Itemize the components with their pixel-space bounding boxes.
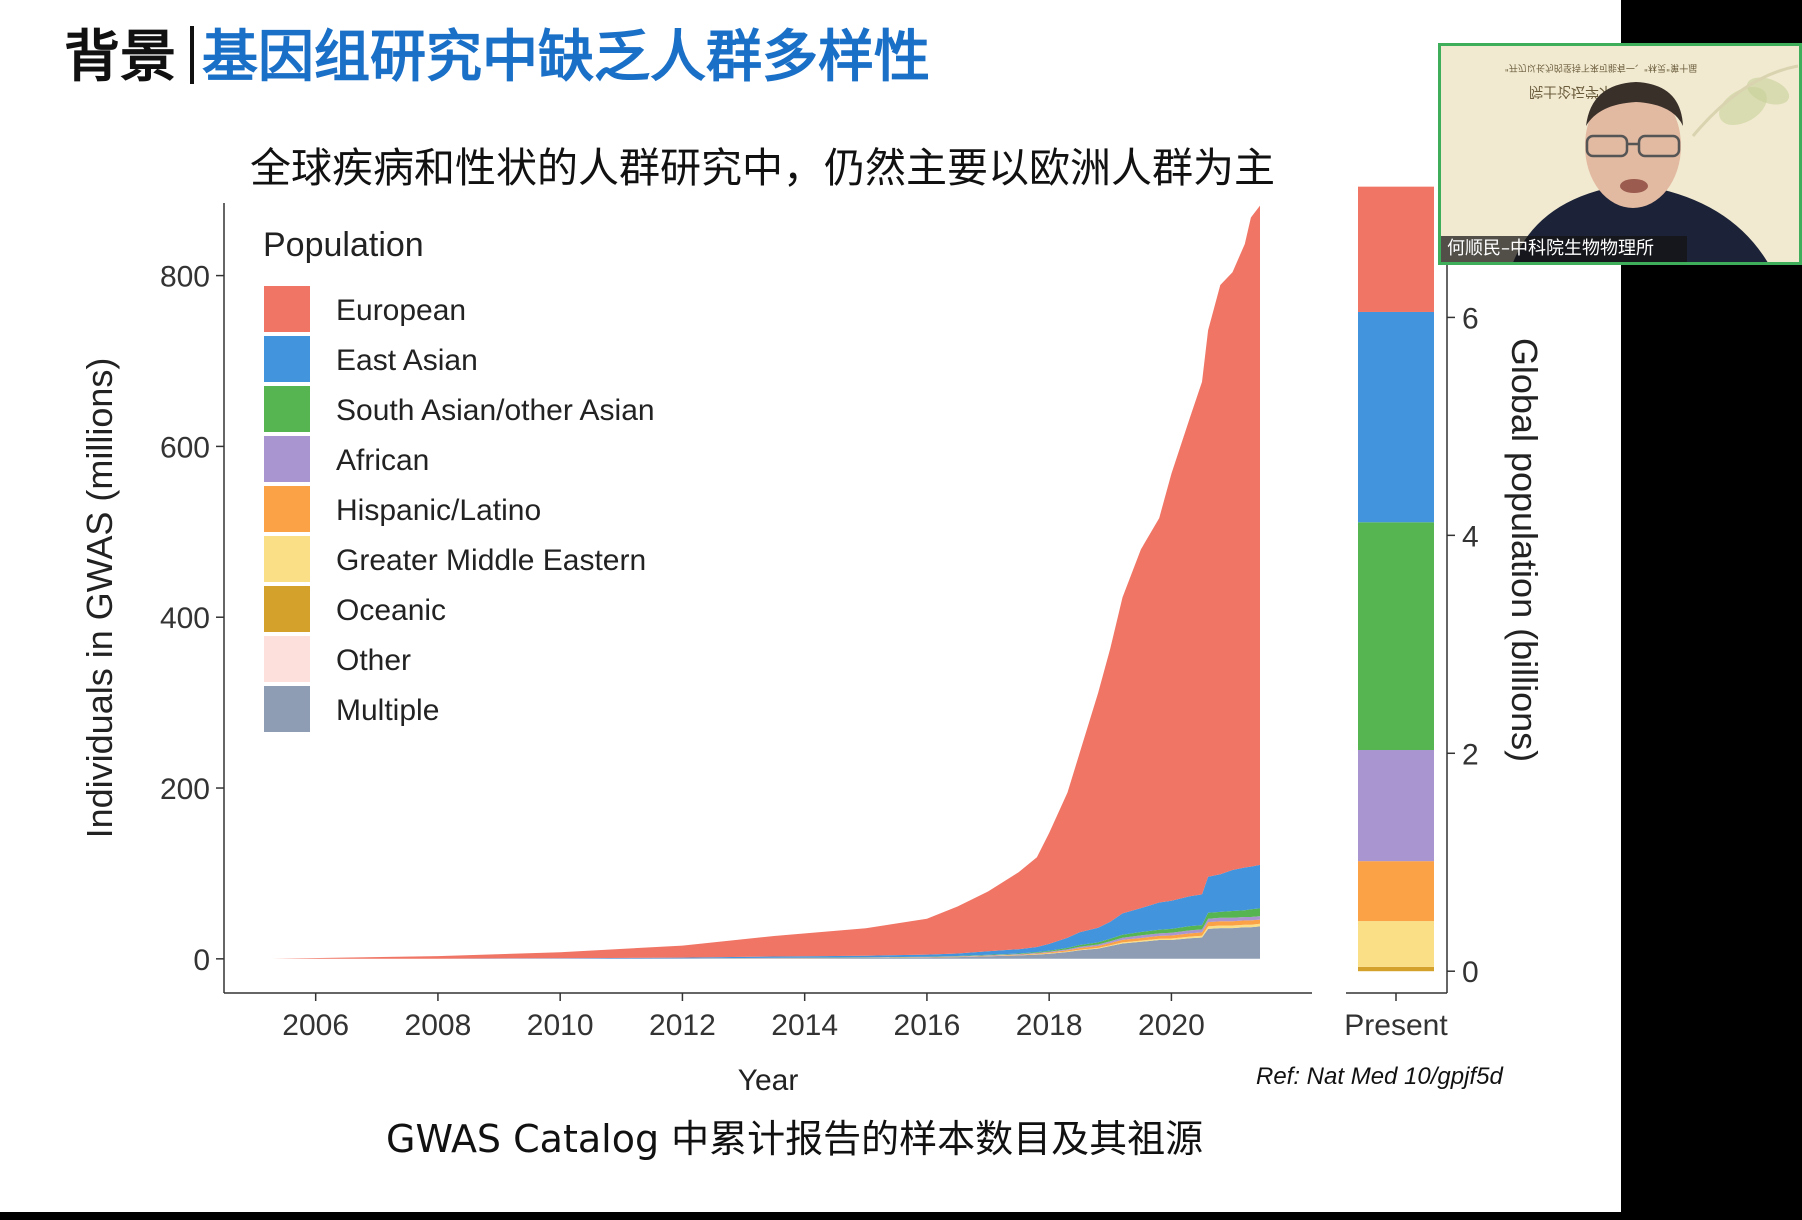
legend-label-african: African	[336, 444, 429, 477]
legend-label-multiple: Multiple	[336, 694, 439, 727]
main-x-tick-label: 2012	[649, 1009, 716, 1042]
legend-swatch-african	[264, 436, 310, 482]
main-x-tick-label: 2008	[405, 1009, 472, 1042]
main-x-axis-label: Year	[738, 1064, 799, 1097]
present-x-tick-label: Present	[1344, 1009, 1448, 1042]
main-y-tick-label: 0	[193, 944, 210, 977]
main-stacked-areas	[272, 205, 1260, 959]
present-y-tick-label: 4	[1462, 520, 1479, 553]
bar-segment-european	[1358, 186, 1434, 312]
slide-subtitle: 全球疾病和性状的人群研究中，仍然主要以欧洲人群为主	[250, 144, 1275, 192]
main-x-tick-label: 2014	[771, 1009, 838, 1042]
legend-title: Population	[263, 226, 424, 264]
present-y-tick-label: 6	[1462, 302, 1479, 335]
main-y-tick-label: 800	[160, 261, 210, 294]
reference: Ref: Nat Med 10/gpjf5d	[1256, 1063, 1503, 1090]
legend-label-oceanic: Oceanic	[336, 594, 446, 627]
bar-segment-african	[1358, 750, 1434, 862]
present-y-tick-label: 2	[1462, 738, 1479, 771]
bar-segment-oceanic	[1358, 966, 1434, 972]
legend-swatch-multiple	[264, 686, 310, 732]
main-y-tick-label: 200	[160, 773, 210, 806]
title-prefix: 背景	[64, 25, 176, 90]
slide: 背景 基因组研究中缺乏人群多样性 全球疾病和性状的人群研究中，仍然主要以欧洲人群为…	[0, 0, 1621, 1212]
legend-swatch-oceanic	[264, 586, 310, 632]
legend-label-south-asian-other-asian: South Asian/other Asian	[336, 394, 655, 427]
slide-title: 背景 基因组研究中缺乏人群多样性	[64, 18, 930, 98]
speaker-nameplate: 何顺民–中科院生物物理所	[1441, 236, 1687, 262]
legend-label-european: European	[336, 294, 466, 327]
backdrop-leaf-logo	[1691, 64, 1799, 137]
title-main: 基因组研究中缺乏人群多样性	[202, 25, 930, 90]
main-x-tick-label: 2010	[527, 1009, 594, 1042]
legend-swatch-east-asian	[264, 336, 310, 382]
legend-label-other: Other	[336, 644, 411, 677]
legend-label-hispanic-latino: Hispanic/Latino	[336, 494, 541, 527]
main-x-tick-label: 2006	[282, 1009, 349, 1042]
present-y-axis-label: Global population (billions)	[1504, 338, 1545, 762]
speaker-video: "开刃以长为的坚持下来可能有一、"林灵"第十届 院士论坛学术 何顺民–中科院生物…	[1438, 43, 1802, 265]
legend: Population European East Asian South Asian…	[263, 226, 655, 732]
bar-segment-hispanic-latino	[1358, 861, 1434, 922]
bar-segment-east-asian	[1358, 311, 1434, 523]
legend-label-greater-middle-eastern: Greater Middle Eastern	[336, 544, 646, 577]
present-y-tick-label: 0	[1462, 956, 1479, 989]
main-y-tick-label: 400	[160, 602, 210, 635]
speaker-figure	[1513, 82, 1768, 262]
area-european	[272, 205, 1260, 959]
area-multiple	[272, 926, 1260, 959]
legend-label-east-asian: East Asian	[336, 344, 478, 377]
legend-swatch-european	[264, 286, 310, 332]
legend-swatch-hispanic-latino	[264, 486, 310, 532]
main-y-tick-label: 600	[160, 431, 210, 464]
legend-swatch-south-asian-other-asian	[264, 386, 310, 432]
present-chart-axes: 0 2 4 6 Present	[1344, 203, 1479, 1042]
chart-caption: GWAS Catalog 中累计报告的样本数目及其祖源	[386, 1117, 1204, 1161]
title-divider	[190, 26, 194, 84]
main-x-tick-label: 2018	[1016, 1009, 1083, 1042]
main-chart-axes: 0 200 400 600 800 2006 2008 2010 2012 2014 2016 20…	[160, 203, 1312, 1042]
bar-segment-south-asian-other-asian	[1358, 522, 1434, 751]
legend-swatch-greater-middle-eastern	[264, 536, 310, 582]
legend-swatch-other	[264, 636, 310, 682]
bar-segment-greater-middle-eastern	[1358, 921, 1434, 967]
main-x-tick-label: 2016	[894, 1009, 961, 1042]
main-y-axis-label: Individuals in GWAS (millions)	[79, 358, 120, 839]
present-stacked-bar	[1358, 186, 1434, 972]
main-x-tick-label: 2020	[1138, 1009, 1205, 1042]
